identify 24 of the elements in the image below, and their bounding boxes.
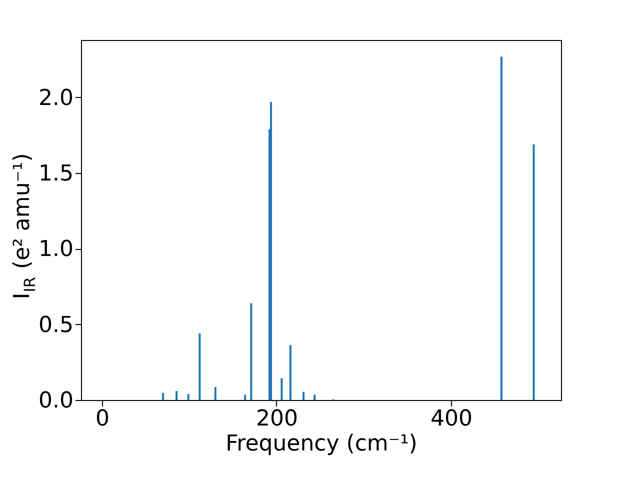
x-tick-label: 400 <box>430 406 473 432</box>
y-tick-label: 1.0 <box>38 237 74 262</box>
y-tick-label: 2.0 <box>38 86 74 111</box>
y-tick-label: 0.0 <box>38 388 74 414</box>
bar <box>500 56 502 400</box>
y-tick-label: 1.5 <box>38 162 74 187</box>
bar <box>214 386 216 400</box>
bar <box>314 394 316 400</box>
bar <box>270 102 272 400</box>
y-tick-label: 0.5 <box>38 312 74 338</box>
y-axis-title: IIR (e² amu⁻¹) <box>10 153 39 300</box>
bar <box>244 394 246 400</box>
x-tick-label: 200 <box>256 406 298 432</box>
bar <box>162 392 164 400</box>
bar <box>176 390 178 400</box>
bar <box>532 144 535 400</box>
x-axis-title: Frequency (cm⁻¹) <box>226 432 418 456</box>
bar <box>198 333 201 400</box>
bar <box>187 394 190 400</box>
bar <box>280 378 283 400</box>
bar <box>250 303 252 400</box>
bar <box>289 344 292 400</box>
bar <box>302 392 305 400</box>
x-tick-label: 0 <box>95 406 110 432</box>
